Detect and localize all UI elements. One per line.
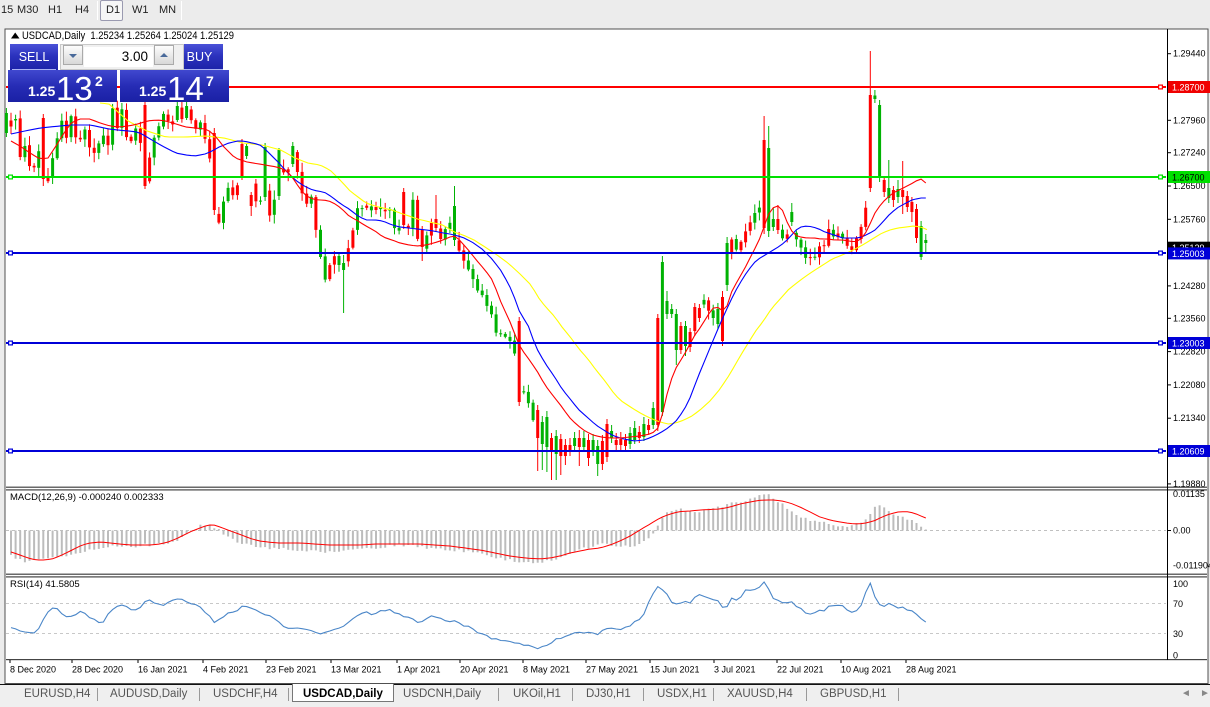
svg-text:27 May 2021: 27 May 2021: [586, 665, 638, 675]
svg-text:MACD(12,26,9) -0.000240 0.0023: MACD(12,26,9) -0.000240 0.002333: [10, 492, 164, 503]
svg-text:-0.011904: -0.011904: [1173, 561, 1210, 571]
svg-text:8 Dec 2020: 8 Dec 2020: [10, 665, 56, 675]
svg-text:1.29440: 1.29440: [1173, 49, 1206, 59]
svg-text:1.22820: 1.22820: [1173, 347, 1206, 357]
svg-text:1 Apr 2021: 1 Apr 2021: [397, 665, 441, 675]
svg-text:1.27960: 1.27960: [1173, 115, 1206, 125]
svg-text:1.19880: 1.19880: [1173, 479, 1206, 489]
svg-text:3 Jul 2021: 3 Jul 2021: [714, 665, 756, 675]
svg-text:0: 0: [1173, 651, 1178, 661]
svg-text:1.26500: 1.26500: [1173, 181, 1206, 191]
svg-text:22 Jul 2021: 22 Jul 2021: [777, 665, 824, 675]
svg-text:20 Apr 2021: 20 Apr 2021: [460, 665, 509, 675]
svg-text:1.23560: 1.23560: [1173, 313, 1206, 323]
svg-text:1.26700: 1.26700: [1172, 173, 1205, 183]
svg-text:28 Dec 2020: 28 Dec 2020: [72, 665, 123, 675]
svg-text:10 Aug 2021: 10 Aug 2021: [841, 665, 892, 675]
svg-text:RSI(14) 41.5805: RSI(14) 41.5805: [10, 579, 80, 590]
svg-text:1.27240: 1.27240: [1173, 148, 1206, 158]
svg-text:13 Mar 2021: 13 Mar 2021: [331, 665, 382, 675]
svg-text:100: 100: [1173, 579, 1188, 589]
svg-text:1.24280: 1.24280: [1173, 281, 1206, 291]
svg-text:4 Feb 2021: 4 Feb 2021: [203, 665, 249, 675]
svg-text:1.22080: 1.22080: [1173, 380, 1206, 390]
svg-text:15 Jun 2021: 15 Jun 2021: [650, 665, 700, 675]
svg-text:8 May 2021: 8 May 2021: [523, 665, 570, 675]
svg-text:1.28700: 1.28700: [1172, 83, 1205, 93]
svg-text:16 Jan 2021: 16 Jan 2021: [138, 665, 188, 675]
svg-text:23 Feb 2021: 23 Feb 2021: [266, 665, 317, 675]
svg-text:1.21340: 1.21340: [1173, 413, 1206, 423]
svg-text:70: 70: [1173, 599, 1183, 609]
svg-text:28 Aug 2021: 28 Aug 2021: [906, 665, 957, 675]
svg-text:30: 30: [1173, 629, 1183, 639]
svg-text:1.23003: 1.23003: [1172, 339, 1205, 349]
svg-text:0.01135: 0.01135: [1173, 489, 1205, 499]
svg-text:1.20609: 1.20609: [1172, 447, 1205, 457]
svg-text:0.00: 0.00: [1173, 526, 1191, 536]
svg-text:1.25003: 1.25003: [1172, 249, 1205, 259]
svg-text:USDCAD,Daily 1.25234 1.25264: USDCAD,Daily 1.25234 1.25264 1.25024 1.2…: [22, 30, 234, 42]
svg-text:1.25760: 1.25760: [1173, 214, 1206, 224]
